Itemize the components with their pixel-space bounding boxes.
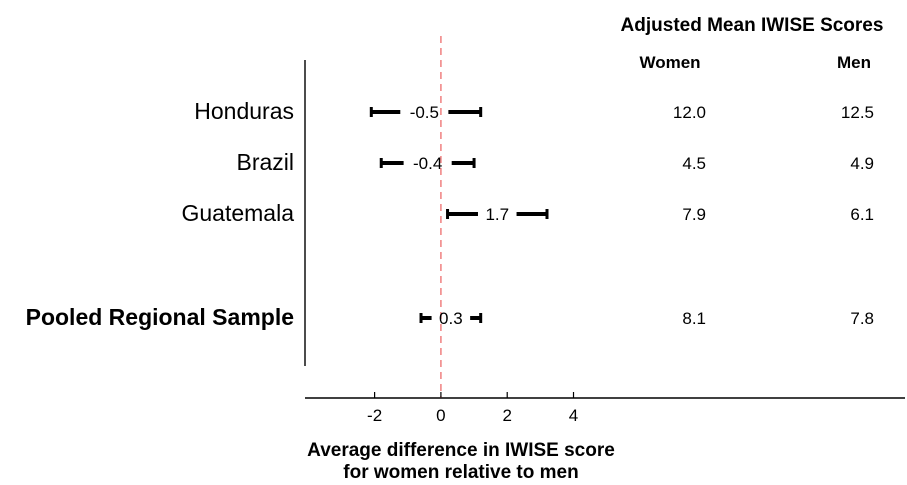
x-axis-label-line-2: for women relative to men — [343, 462, 578, 483]
plot-rows: Honduras -0.5 12.0 12.5 Brazil -0.4 4.5 4.9 Guat… — [26, 98, 874, 330]
column-header-men: Men — [837, 53, 871, 72]
estimate-label: 0.3 — [439, 309, 463, 328]
estimate-label: -0.4 — [413, 154, 442, 173]
women-score: 7.9 — [682, 205, 706, 224]
table-title: Adjusted Mean IWISE Scores — [621, 15, 884, 36]
x-ticks: -2 0 2 4 — [367, 392, 578, 425]
men-score: 4.9 — [850, 154, 874, 173]
x-tick-label: -2 — [367, 406, 382, 425]
estimate-label: 1.7 — [485, 205, 509, 224]
men-score: 12.5 — [841, 103, 874, 122]
row-pooled-regional-sample: Pooled Regional Sample 0.3 8.1 7.8 — [26, 304, 874, 330]
women-score: 12.0 — [673, 103, 706, 122]
column-header-women: Women — [639, 53, 700, 72]
x-tick-label: 2 — [502, 406, 511, 425]
men-score: 6.1 — [850, 205, 874, 224]
row-guatemala: Guatemala 1.7 7.9 6.1 — [181, 200, 874, 226]
women-score: 4.5 — [682, 154, 706, 173]
row-label: Honduras — [194, 98, 294, 124]
row-honduras: Honduras -0.5 12.0 12.5 — [194, 98, 874, 124]
row-brazil: Brazil -0.4 4.5 4.9 — [236, 149, 874, 175]
row-label: Pooled Regional Sample — [26, 304, 294, 330]
women-score: 8.1 — [682, 309, 706, 328]
row-label: Brazil — [236, 149, 294, 175]
x-axis-label-line-1: Average difference in IWISE score — [307, 440, 615, 461]
row-label: Guatemala — [181, 200, 294, 226]
x-tick-label: 4 — [569, 406, 578, 425]
estimate-label: -0.5 — [410, 103, 439, 122]
x-tick-label: 0 — [436, 406, 445, 425]
men-score: 7.8 — [850, 309, 874, 328]
